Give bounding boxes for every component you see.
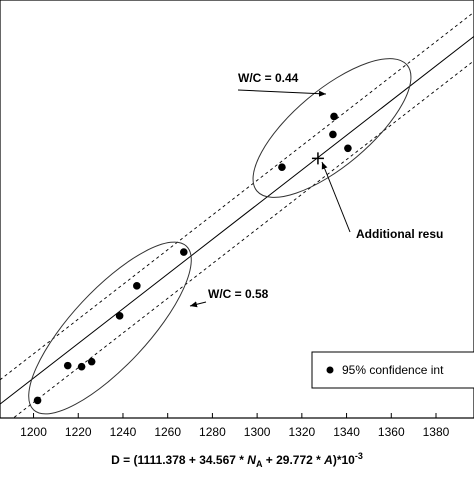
additional-point (311, 152, 324, 165)
label-part: + 29.772 * (262, 453, 324, 467)
x-tick-label: 1320 (288, 425, 315, 439)
plot-frame (0, 0, 474, 419)
group-ellipse (28, 241, 192, 415)
label-part: A (323, 453, 333, 467)
annotation: W/C = 0.44 (238, 71, 299, 85)
x-tick-label: 1260 (154, 425, 181, 439)
label-part: A (256, 459, 263, 469)
annotation: Additional resu (356, 227, 443, 241)
annotation: W/C = 0.58 (208, 287, 269, 301)
data-point (179, 248, 188, 256)
label-part: N (247, 453, 256, 467)
legend-label: 95% confidence int (342, 363, 444, 377)
x-axis-label: D = (1111.378 + 34.567 * NA + 29.772 * A… (111, 451, 363, 469)
label-part: D = (1111.378 + 34.567 * (111, 453, 247, 467)
reference-line (0, 11, 474, 381)
x-tick-label: 1380 (423, 425, 450, 439)
data-point (344, 144, 352, 153)
data-point (329, 130, 337, 139)
annotation-arrow (321, 161, 351, 233)
annotation-arrow (237, 89, 327, 97)
reference-line (0, 36, 474, 405)
x-tick-label: 1220 (65, 425, 92, 439)
x-tick-label: 1240 (110, 425, 137, 439)
data-point (330, 112, 338, 121)
data-point (33, 396, 42, 405)
x-tick-label: 1300 (244, 425, 271, 439)
group-ellipse (252, 58, 412, 198)
x-tick-label: 1340 (333, 425, 360, 439)
legend-box (311, 351, 474, 389)
legend: 95% confidence int (311, 351, 474, 389)
label-part: -3 (355, 451, 363, 461)
annotation-arrow (189, 301, 207, 308)
x-tick-label: 1360 (378, 425, 405, 439)
data-point (115, 312, 124, 320)
data-point (63, 361, 72, 370)
data-point (87, 357, 96, 366)
x-tick-label: 1280 (199, 425, 226, 439)
data-point (77, 362, 86, 371)
data-point (133, 282, 141, 290)
label-part: )*10 (333, 453, 355, 467)
reference-line (12, 60, 474, 418)
legend-marker (326, 366, 334, 374)
data-point (278, 163, 286, 171)
x-tick-label: 1200 (20, 425, 47, 439)
